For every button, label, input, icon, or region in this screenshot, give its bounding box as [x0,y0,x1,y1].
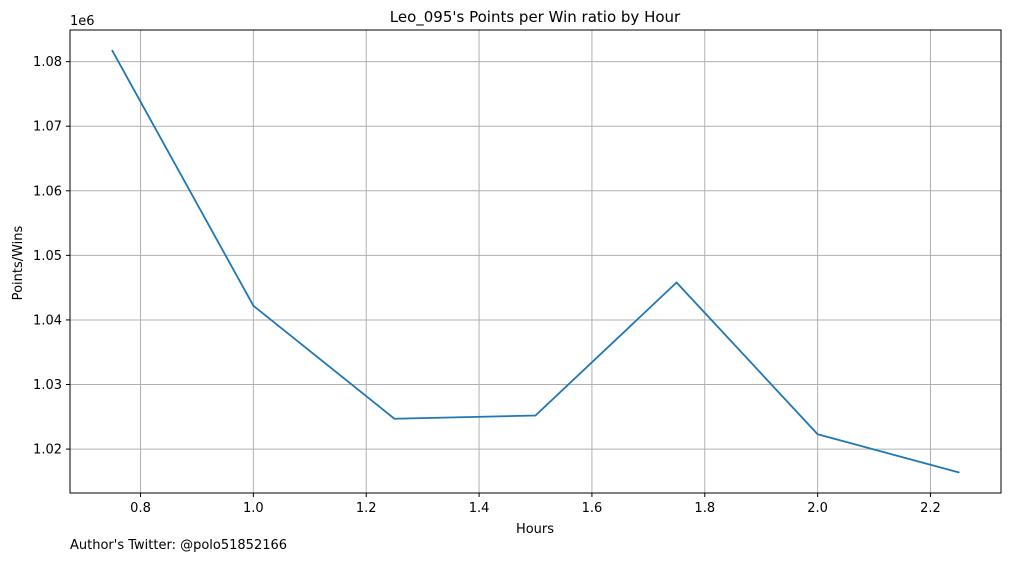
data-point [111,49,114,52]
y-axis-offset-label: 1e6 [70,14,95,29]
series-line [111,50,959,474]
y-tick-label: 1.05 [33,249,62,264]
y-tick-label: 1.02 [33,443,62,458]
data-point [957,471,960,474]
x-tick-label: 0.8 [130,501,151,516]
axes-frame [69,29,1002,494]
data-point [675,281,678,284]
x-tick-label: 1.6 [582,501,603,516]
x-tick-label: 1.4 [469,501,490,516]
chart-title: Leo_095's Points per Win ratio by Hour [390,8,681,27]
y-axis-label: Points/Wins [11,225,26,300]
x-axis-ticks: 0.8 1.0 1.2 1.4 1.6 1.8 2.0 2.2 [130,493,941,516]
y-axis-ticks: 1.02 1.03 1.04 1.05 1.06 1.07 1.08 [33,55,70,458]
y-tick-label: 1.08 [33,55,62,70]
data-point [393,417,396,420]
x-tick-label: 2.2 [920,501,941,516]
data-point [534,414,537,417]
x-tick-label: 2.0 [807,501,828,516]
y-tick-label: 1.04 [33,313,62,328]
author-credit: Author's Twitter: @polo51852166 [70,538,288,553]
y-tick-label: 1.03 [33,378,62,393]
grid-lines [70,30,1001,493]
data-point [816,433,819,436]
y-tick-label: 1.06 [33,184,62,199]
data-point [252,304,255,307]
series-layer [111,49,960,474]
x-tick-label: 1.2 [356,501,377,516]
y-tick-label: 1.07 [33,120,62,135]
x-axis-label: Hours [516,522,554,537]
x-tick-label: 1.0 [243,501,264,516]
x-tick-label: 1.8 [694,501,715,516]
